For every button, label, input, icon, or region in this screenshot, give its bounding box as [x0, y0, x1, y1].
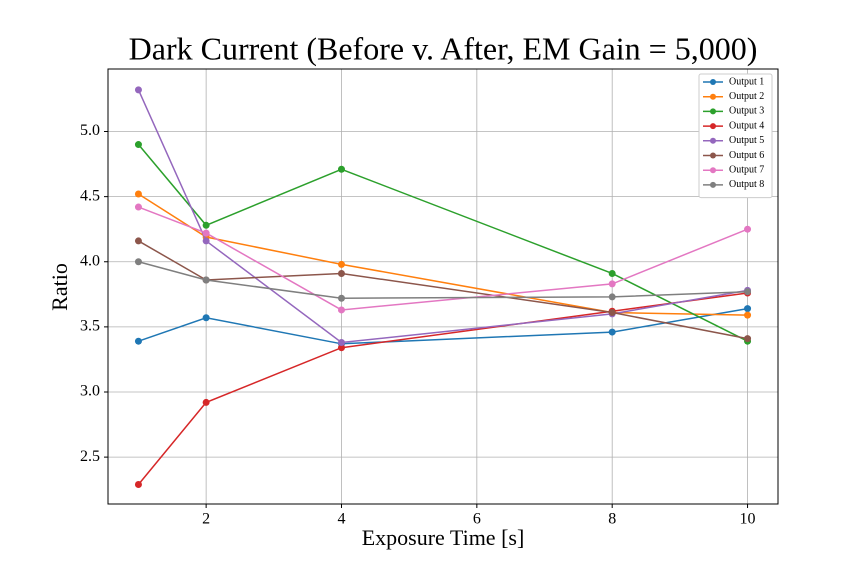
legend-marker — [710, 152, 716, 159]
marker — [134, 258, 142, 266]
x-tick-label: 10 — [740, 511, 756, 528]
legend-box — [698, 73, 773, 199]
marker — [744, 335, 752, 343]
y-tick-label: 5.0 — [80, 122, 100, 139]
marker — [608, 269, 616, 277]
line — [137, 144, 748, 342]
x-tick-label: 2 — [202, 511, 210, 528]
marker — [202, 229, 210, 237]
x-tick-label: 8 — [608, 511, 616, 528]
marker — [202, 221, 210, 229]
legend-label: Output 8 — [729, 179, 764, 190]
legend-label: Output 4 — [729, 120, 764, 131]
legend-marker — [710, 167, 716, 174]
legend-label: Output 2 — [729, 91, 764, 102]
marker — [744, 305, 752, 313]
y-tick-label: 4.5 — [80, 187, 100, 204]
x-axis-label: Exposure Time [s] — [362, 525, 525, 550]
legend-marker — [710, 123, 716, 130]
y-tick-label: 3.5 — [80, 318, 100, 335]
legend-label: Output 1 — [729, 76, 764, 87]
marker — [337, 306, 345, 314]
legend-label: Output 5 — [729, 135, 764, 146]
marker — [337, 165, 345, 173]
legend-marker — [710, 137, 716, 144]
marker — [337, 294, 345, 302]
marker — [134, 203, 142, 211]
marker — [744, 311, 752, 319]
x-tick-label: 6 — [473, 511, 481, 528]
marker — [202, 398, 210, 406]
marker — [134, 86, 142, 94]
marker — [744, 288, 752, 296]
y-tick-label: 2.5 — [80, 448, 100, 465]
marker — [337, 344, 345, 352]
marker — [608, 328, 616, 336]
y-tick-label: 3.0 — [80, 383, 100, 400]
legend-marker — [710, 181, 716, 188]
marker — [134, 190, 142, 198]
x-tick-label: 4 — [337, 511, 345, 528]
legend-marker — [710, 93, 716, 100]
line — [138, 261, 748, 299]
legend-label: Output 3 — [729, 106, 764, 117]
marker — [202, 237, 210, 245]
marker — [608, 280, 616, 288]
y-axis-label: Ratio — [47, 263, 72, 311]
marker — [134, 337, 142, 345]
chart-title: Dark Current (Before v. After, EM Gain =… — [129, 30, 758, 66]
marker — [608, 293, 616, 301]
marker — [337, 339, 345, 347]
marker — [134, 237, 142, 245]
legend-marker — [710, 108, 716, 115]
marker — [337, 260, 345, 268]
y-tick-label: 4.0 — [80, 252, 100, 269]
plot-frame — [107, 68, 779, 505]
marker — [744, 225, 752, 233]
marker — [134, 480, 142, 488]
legend: Output 1 Output 2 Output 3 Output 4 Output 5… — [698, 73, 773, 199]
legend-marker — [710, 79, 716, 85]
legend-label: Output 6 — [729, 150, 764, 161]
legend-label: Output 7 — [729, 164, 764, 175]
marker — [337, 269, 345, 277]
marker — [202, 314, 210, 322]
marker — [202, 276, 210, 284]
marker — [134, 141, 142, 149]
marker — [608, 309, 616, 317]
